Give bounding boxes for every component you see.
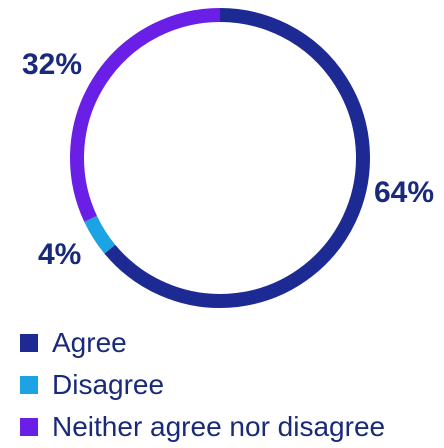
legend-item-neither: Neither agree nor disagree bbox=[20, 406, 385, 448]
legend-swatch-neither bbox=[20, 418, 38, 436]
legend-item-disagree: Disagree bbox=[20, 364, 385, 406]
legend-label-disagree: Disagree bbox=[52, 369, 165, 400]
donut-slice-neither bbox=[70, 8, 221, 222]
slice-label-disagree: 4% bbox=[38, 238, 81, 271]
legend-swatch-disagree bbox=[20, 376, 38, 394]
donut-chart: 64% 4% 32% bbox=[22, 8, 434, 308]
legend: Agree Disagree Neither agree nor disagre… bbox=[20, 322, 385, 448]
legend-label-neither: Neither agree nor disagree bbox=[52, 411, 386, 442]
legend-item-agree: Agree bbox=[20, 322, 385, 364]
slice-label-neither: 32% bbox=[22, 48, 82, 81]
donut-slices bbox=[70, 8, 370, 308]
legend-swatch-agree bbox=[20, 334, 38, 352]
donut-slice-disagree bbox=[84, 215, 116, 254]
slice-label-agree: 64% bbox=[374, 176, 434, 209]
legend-label-agree: Agree bbox=[52, 327, 127, 358]
donut-slice-agree bbox=[104, 8, 370, 308]
